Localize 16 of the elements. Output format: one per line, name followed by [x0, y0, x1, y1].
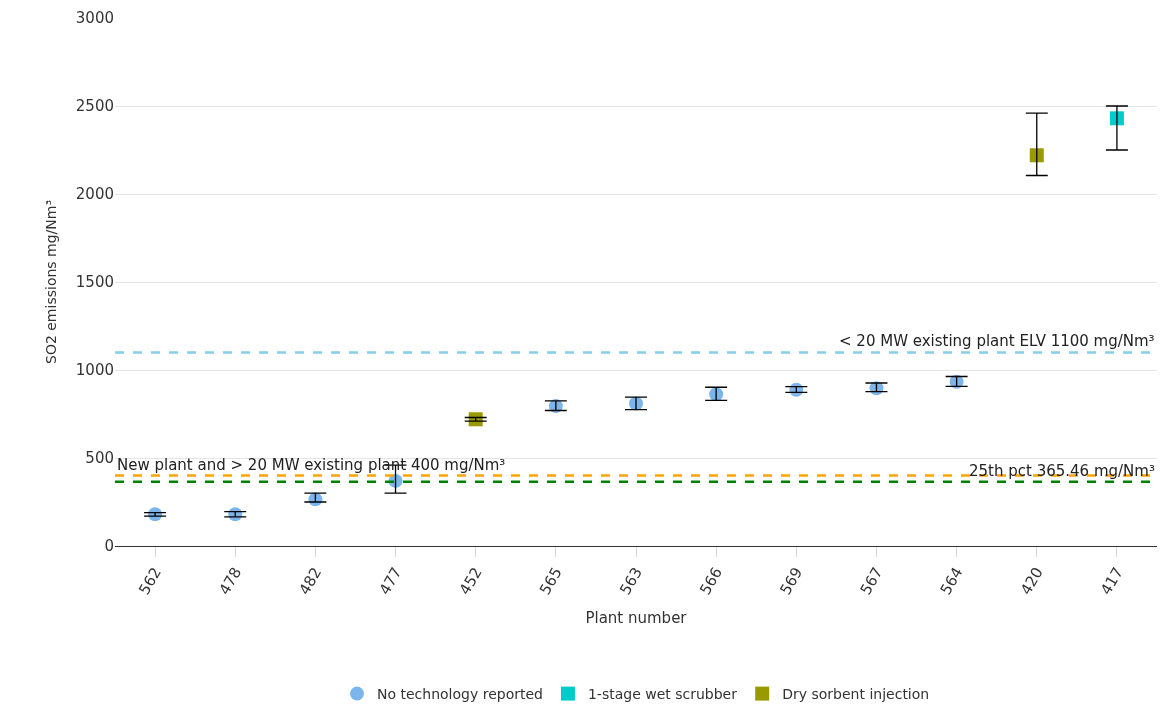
ref-line-label: New plant and > 20 MW existing plant 400 mg/Nm³: [117, 456, 506, 474]
ref-line-label: < 20 MW existing plant ELV 1100 mg/Nm³: [839, 332, 1155, 350]
point: [1029, 148, 1044, 163]
y-tick-label: 2500: [75, 97, 114, 116]
legend-label: No technology reported: [377, 686, 543, 703]
y-tick-label: 500: [85, 449, 114, 468]
y-tick-label: 0: [104, 537, 114, 556]
y-tick-label: 1000: [75, 361, 114, 380]
y-tick-label: 2000: [75, 185, 114, 204]
y-axis-title: SO2 emissions mg/Nm³: [43, 199, 60, 365]
x-axis-title: Plant number: [585, 609, 688, 628]
y-tick-label: 1500: [75, 273, 114, 292]
legend-label: 1-stage wet scrubber: [587, 686, 738, 703]
ref-line-label: 25th pct 365.46 mg/Nm³: [969, 462, 1155, 480]
legend-label: Dry sorbent injection: [782, 686, 930, 703]
y-tick-label: 3000: [75, 9, 114, 28]
